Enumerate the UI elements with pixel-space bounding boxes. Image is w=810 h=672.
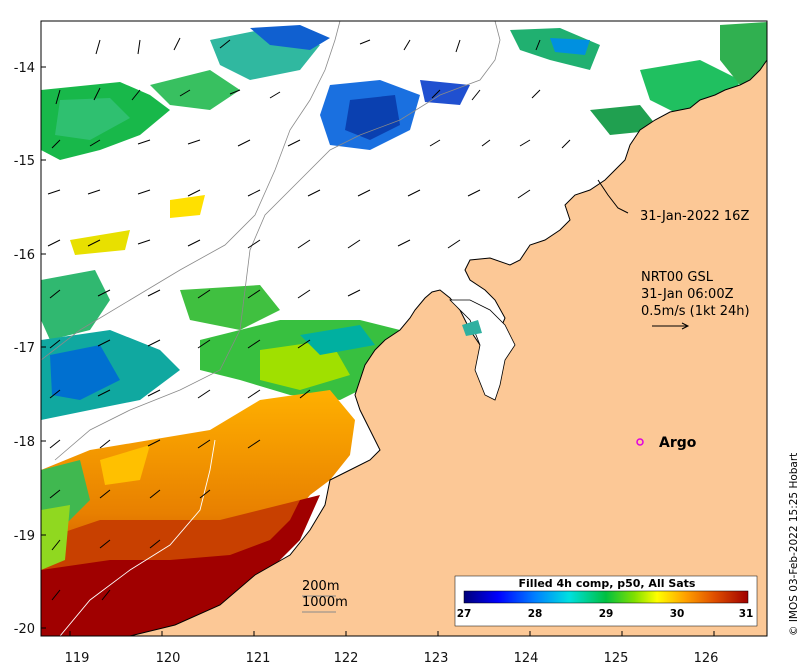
argo-label: Argo [659,435,697,451]
current-scale-arrow [652,322,690,330]
lon-tick-label: 125 [604,651,629,666]
lon-tick-label: 126 [694,651,719,666]
lat-tick-label: -20 [14,622,35,637]
lat-tick-label: -14 [14,61,35,76]
lon-tick-label: 120 [156,651,181,666]
isobath-200m-inner [59,439,216,636]
lat-tick-label: -17 [14,341,35,356]
colorbar-tick: 28 [528,608,543,620]
colorbar-tick: 30 [670,608,685,620]
current-vectors [47,37,571,601]
lon-tick-label: 122 [334,651,359,666]
axis-ticks [41,66,715,636]
lon-tick-label: 123 [424,651,449,666]
king-sound-water [449,299,516,401]
drifter-track [597,179,629,214]
isobath-1000m-label: 1000m [302,595,348,610]
colorbar-tick: 27 [457,608,472,620]
isobath-1000m [41,21,341,361]
colorbar-gradient [463,590,749,604]
colorbar: Filled 4h comp, p50, All Sats 27 28 29 3… [454,575,758,627]
king-sound-sst [462,320,482,336]
lat-tick-label: -19 [14,529,35,544]
plot-frame [40,20,768,637]
isobath-200m [54,21,501,461]
colorbar-title: Filled 4h comp, p50, All Sats [519,577,696,590]
lon-tick-label: 124 [514,651,539,666]
argo-float-marker [636,438,644,446]
current-model-label: NRT00 GSL [641,270,714,285]
sst-cool-patches [41,22,767,340]
current-scale-label: 0.5m/s (1kt 24h) [641,304,750,319]
current-time-label: 31-Jan 06:00Z [641,287,734,302]
credit-text: © IMOS 03-Feb-2022 15:25 Hobart [788,453,800,636]
lon-tick-label: 121 [246,651,271,666]
sst-mid-patches [41,320,400,420]
lat-tick-label: -18 [14,435,35,450]
colorbar-tick: 29 [599,608,614,620]
lon-tick-label: 119 [65,651,90,666]
lat-tick-label: -16 [14,248,35,263]
lat-tick-label: -15 [14,154,35,169]
isobath-200m-label: 200m [302,579,339,594]
drifter-track-time: 31-Jan-2022 16Z [640,209,749,224]
colorbar-tick: 31 [739,608,754,620]
